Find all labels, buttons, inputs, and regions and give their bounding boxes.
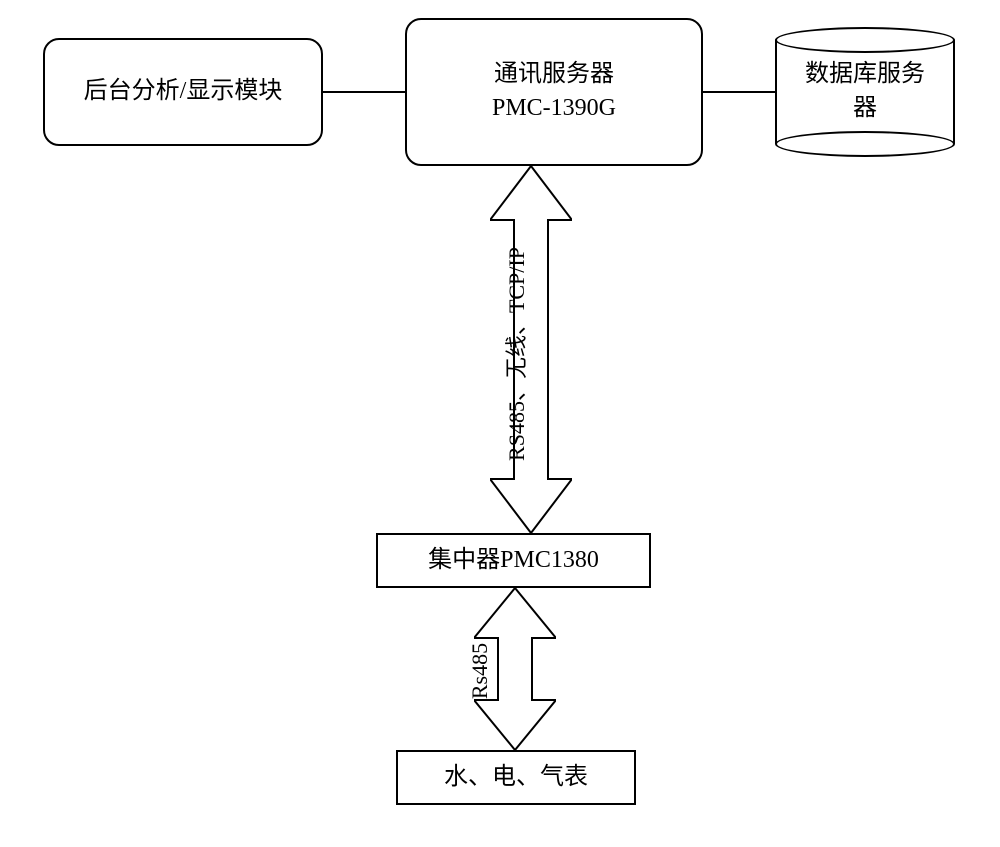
edge-comm-concentrator-label: RS485、无线、TCP/IP — [499, 229, 531, 479]
backend-node: 后台分析/显示模块 — [43, 38, 323, 146]
concentrator-label: 集中器PMC1380 — [428, 544, 599, 578]
db-label: 数据库服务 器 — [805, 58, 925, 125]
db-cyl-top — [775, 27, 955, 53]
edge-concentrator-meters-label: Rs485 — [467, 621, 493, 721]
backend-label: 后台分析/显示模块 — [84, 75, 283, 109]
meters-node: 水、电、气表 — [396, 750, 636, 805]
comm-server-line1: 通讯服务器 — [494, 58, 614, 92]
concentrator-node: 集中器PMC1380 — [376, 533, 651, 588]
db-server-node: 数据库服务 器 — [775, 27, 955, 157]
edge-comm-db — [703, 91, 775, 93]
db-cyl-bottom — [775, 131, 955, 157]
db-line1: 数据库服务 — [805, 58, 925, 92]
meters-label: 水、电、气表 — [444, 761, 588, 795]
comm-server-node: 通讯服务器 PMC-1390G — [405, 18, 703, 166]
edge-backend-comm — [323, 91, 405, 93]
comm-server-line2: PMC-1390G — [492, 92, 616, 126]
db-line2: 器 — [805, 92, 925, 126]
